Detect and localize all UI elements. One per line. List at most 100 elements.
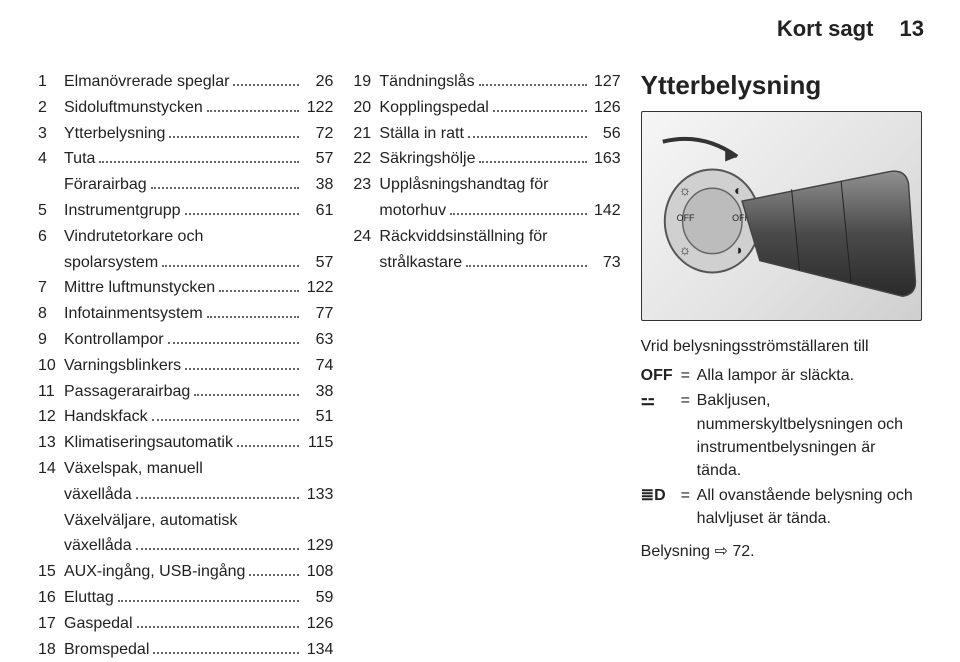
toc-row: 19Tändningslås127 <box>353 70 620 95</box>
legend-equals: = <box>681 364 697 387</box>
toc-page: 38 <box>303 380 333 405</box>
toc-page: 122 <box>303 276 333 301</box>
toc-number: 18 <box>38 638 64 662</box>
toc-label-wrap: motorhuv142 <box>379 199 620 224</box>
header-page-number: 13 <box>900 16 924 41</box>
toc-page: 56 <box>591 122 621 147</box>
toc-dots <box>207 97 300 111</box>
toc-dots <box>194 381 299 395</box>
toc-number: 6 <box>38 225 64 250</box>
legend-row: OFF=Alla lampor är släckta. <box>641 364 922 387</box>
toc-row: 18Bromspedal134 <box>38 638 333 662</box>
toc-row: 1Elmanövrerade speglar26 <box>38 70 333 95</box>
toc-label: Sidoluftmunstycken <box>64 96 203 121</box>
toc-row: 24Räckviddsinställning för <box>353 225 620 250</box>
toc-label-wrap: AUX-ingång, USB-ingång108 <box>64 560 333 585</box>
stalk-body <box>742 171 915 296</box>
toc-row: Förarairbag 38 <box>38 173 333 198</box>
toc-dots <box>493 97 587 111</box>
toc-dots <box>237 433 299 447</box>
toc-dots <box>185 201 300 215</box>
toc-label: Räckviddsinställning för <box>379 225 547 250</box>
toc-label-wrap: Förarairbag 38 <box>64 173 333 198</box>
toc-dots <box>450 201 587 215</box>
toc-label-wrap: Elmanövrerade speglar26 <box>64 70 333 95</box>
toc-page: 108 <box>303 560 333 585</box>
toc-page: 73 <box>591 251 621 276</box>
toc-label-wrap: Räckviddsinställning för <box>379 225 620 250</box>
legend-symbol: ≣D <box>641 484 681 530</box>
toc-number: 20 <box>353 96 379 121</box>
toc-label: Förarairbag <box>64 173 147 198</box>
toc-row: Växelväljare, automatisk <box>38 509 333 534</box>
ref-page: 72. <box>732 543 754 560</box>
toc-label: Tuta <box>64 147 95 172</box>
toc-label-wrap: Mittre luftmunstycken122 <box>64 276 333 301</box>
header-title: Kort sagt <box>777 16 874 41</box>
toc-row: 3Ytterbelysning72 <box>38 122 333 147</box>
toc-label: Handskfack <box>64 405 148 430</box>
toc-row: 14Växelspak, manuell <box>38 457 333 482</box>
toc-row: 6Vindrutetorkare och <box>38 225 333 250</box>
toc-label: Kontrollampor <box>64 328 164 353</box>
toc-label: växellåda <box>64 534 132 559</box>
toc-page: 61 <box>303 199 333 224</box>
toc-label: växellåda <box>64 483 132 508</box>
lighting-stalk-svg: ☼ ◐ OFF OFF ☼ ◑ <box>642 112 921 320</box>
toc-label-wrap: Varningsblinkers74 <box>64 354 333 379</box>
toc-number: 23 <box>353 173 379 198</box>
toc-number: 19 <box>353 70 379 95</box>
toc-number: 21 <box>353 122 379 147</box>
toc-label-wrap: Passagerarairbag 38 <box>64 380 333 405</box>
toc-row: växellåda133 <box>38 483 333 508</box>
toc-label-wrap: Kontrollampor63 <box>64 328 333 353</box>
toc-label: Klimatiseringsautomatik <box>64 431 233 456</box>
toc-label-wrap: Tändningslås127 <box>379 70 620 95</box>
toc-page: 127 <box>591 70 621 95</box>
toc-number: 17 <box>38 612 64 637</box>
toc-label: Bromspedal <box>64 638 149 662</box>
toc-dots <box>137 613 300 627</box>
toc-label-wrap: Eluttag59 <box>64 586 333 611</box>
toc-row: motorhuv142 <box>353 199 620 224</box>
toc-row: spolarsystem57 <box>38 251 333 276</box>
toc-number: 8 <box>38 302 64 327</box>
toc-page: 77 <box>303 302 333 327</box>
toc-page: 142 <box>591 199 621 224</box>
toc-label: Kopplingspedal <box>379 96 488 121</box>
dial-icon-headlight: ◐ <box>734 182 742 198</box>
toc-row: 17Gaspedal126 <box>38 612 333 637</box>
toc-row: 4Tuta57 <box>38 147 333 172</box>
toc-label: Säkringshölje <box>379 147 475 172</box>
toc-number: 3 <box>38 122 64 147</box>
toc-number: 15 <box>38 560 64 585</box>
toc-number: 22 <box>353 147 379 172</box>
toc-page: 38 <box>303 173 333 198</box>
toc-dots <box>136 484 300 498</box>
toc-label-wrap: Handskfack 51 <box>64 405 333 430</box>
legend-text: Alla lampor är släckta. <box>697 364 922 387</box>
legend-symbol: OFF <box>641 364 681 387</box>
toc-page: 163 <box>591 147 621 172</box>
toc-dots <box>118 588 300 602</box>
toc-label-wrap: Säkringshölje 163 <box>379 147 620 172</box>
toc-dots <box>152 407 300 421</box>
toc-label: Instrumentgrupp <box>64 199 181 224</box>
toc-page: 51 <box>303 405 333 430</box>
toc-number: 5 <box>38 199 64 224</box>
toc-dots <box>207 304 300 318</box>
toc-row: 9Kontrollampor63 <box>38 328 333 353</box>
toc-number: 10 <box>38 354 64 379</box>
toc-dots <box>233 72 299 86</box>
toc-row: 21Ställa in ratt56 <box>353 122 620 147</box>
toc-number: 14 <box>38 457 64 482</box>
dial-label-off1: OFF <box>676 213 694 223</box>
toc-number: 12 <box>38 405 64 430</box>
toc-label: Passagerarairbag <box>64 380 190 405</box>
toc-dots <box>479 149 586 163</box>
toc-row: 8Infotainmentsystem77 <box>38 302 333 327</box>
toc-dots <box>99 149 299 163</box>
legend-text: Bakljusen, nummerskyltbelysningen och in… <box>697 389 922 482</box>
toc-page: 74 <box>303 354 333 379</box>
figure-caption: Vrid belysningsströmställaren till <box>641 335 922 358</box>
